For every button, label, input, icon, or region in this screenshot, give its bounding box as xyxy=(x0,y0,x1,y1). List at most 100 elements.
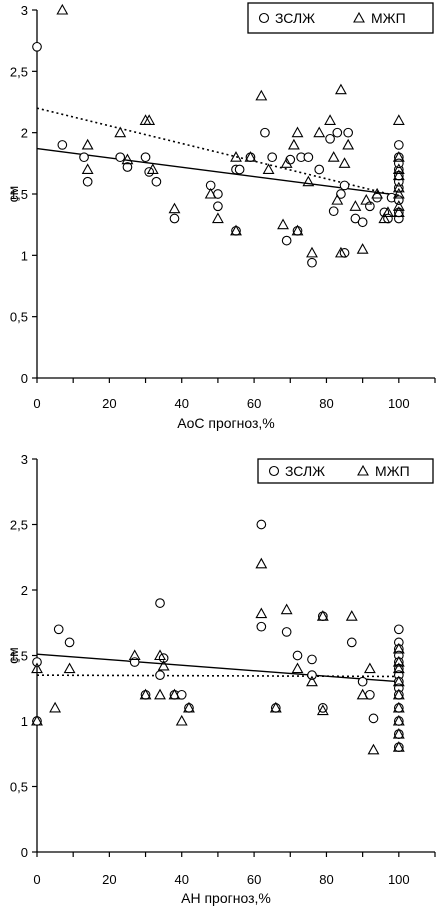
data-point-zslzh xyxy=(314,164,325,175)
y-tick-label: 1,5 xyxy=(10,187,28,202)
y-tick-label: 3 xyxy=(21,3,28,18)
data-point-mzhp xyxy=(392,688,405,700)
data-point-zslzh xyxy=(328,206,339,217)
data-point-mzhp xyxy=(392,662,405,674)
data-point-mzhp xyxy=(230,224,242,236)
data-point-zslzh xyxy=(303,152,314,163)
data-point-mzhp xyxy=(306,675,318,687)
data-point-mzhp xyxy=(157,659,170,671)
legend-label-mzhp: МЖП xyxy=(375,463,410,479)
data-point-zslzh xyxy=(393,140,404,150)
data-point-mzhp xyxy=(277,218,289,230)
data-point-mzhp xyxy=(211,212,224,224)
legend-triangle-icon xyxy=(353,11,365,23)
data-point-mzhp xyxy=(382,206,394,217)
data-point-mzhp xyxy=(154,688,166,700)
data-point-zslzh xyxy=(256,519,267,530)
data-point-mzhp xyxy=(31,662,43,674)
data-point-mzhp xyxy=(342,138,355,150)
data-point-mzhp xyxy=(255,607,268,619)
x-tick-label: 100 xyxy=(388,872,410,887)
data-point-mzhp xyxy=(338,157,351,168)
data-point-zslzh xyxy=(325,133,335,144)
legend: ЗСЛЖ МЖП xyxy=(257,458,434,484)
data-point-mzhp xyxy=(313,126,326,138)
data-point-zslzh xyxy=(32,657,42,667)
y-tick-label: 2 xyxy=(21,583,28,598)
data-point-mzhp xyxy=(175,714,188,726)
data-point-zslzh xyxy=(393,624,404,635)
data-point-mzhp xyxy=(356,243,369,254)
data-point-zslzh xyxy=(357,676,368,687)
data-point-zslzh xyxy=(169,213,180,224)
data-point-mzhp xyxy=(392,187,405,199)
data-point-mzhp xyxy=(327,151,340,162)
x-tick-label: 60 xyxy=(247,396,261,411)
y-axis-label: см xyxy=(5,647,21,664)
data-point-mzhp xyxy=(255,557,268,569)
data-point-mzhp xyxy=(183,701,195,713)
y-axis-label: см xyxy=(5,186,21,203)
data-point-mzhp xyxy=(378,212,391,224)
data-point-zslzh xyxy=(281,627,292,637)
data-point-zslzh xyxy=(393,195,404,205)
data-point-mzhp xyxy=(363,662,376,674)
data-point-mzhp xyxy=(392,114,405,125)
legend: ЗСЛЖ МЖП xyxy=(247,2,434,34)
data-point-mzhp xyxy=(392,206,405,217)
x-tick-label: 40 xyxy=(174,872,188,887)
data-point-mzhp xyxy=(81,163,94,175)
data-point-zslzh xyxy=(234,164,245,175)
y-tick-label: 2 xyxy=(21,126,28,141)
data-point-mzhp xyxy=(392,675,405,687)
data-point-mzhp xyxy=(255,89,268,101)
data-point-mzhp xyxy=(371,187,384,199)
data-point-zslzh xyxy=(307,257,317,268)
y-tick-label: 1,5 xyxy=(10,649,28,664)
legend-box xyxy=(257,458,434,484)
y-tick-label: 0,5 xyxy=(10,310,28,325)
data-point-mzhp xyxy=(280,603,293,615)
data-point-zslzh xyxy=(155,670,165,681)
x-tick-label: 60 xyxy=(247,872,261,887)
data-point-mzhp xyxy=(334,83,347,95)
data-point-zslzh xyxy=(115,152,126,163)
y-tick-label: 3 xyxy=(21,452,28,467)
data-point-mzhp xyxy=(356,688,369,700)
data-point-mzhp xyxy=(392,701,405,713)
trendline-mzhp xyxy=(36,107,400,198)
chart-aoc: 0 0,5 1 1,5 2 2,5 3 0 20 40 60 80 100 АоС прогноз,% см… xyxy=(5,2,436,431)
data-point-zslzh xyxy=(151,176,162,187)
data-point-mzhp xyxy=(262,163,275,175)
y-tick-label: 0 xyxy=(21,845,28,860)
data-point-mzhp xyxy=(392,727,405,739)
data-point-mzhp xyxy=(31,714,43,726)
chart-an: 0 0,5 1 1,5 2 2,5 3 0 20 40 60 80 100 АН прогноз,% см З… xyxy=(5,452,436,906)
data-point-zslzh xyxy=(365,201,375,212)
data-point-mzhp xyxy=(204,187,217,199)
data-point-zslzh xyxy=(79,152,89,163)
data-point-zslzh xyxy=(281,235,292,246)
data-point-mzhp xyxy=(392,655,405,667)
data-point-mzhp xyxy=(316,610,329,621)
data-point-mzhp xyxy=(49,701,62,713)
x-tick-label: 20 xyxy=(102,872,116,887)
x-tick-label: 20 xyxy=(102,396,116,411)
data-point-mzhp xyxy=(154,649,166,661)
trendline-zslzh xyxy=(36,653,399,683)
data-point-zslzh xyxy=(155,598,165,608)
data-point-zslzh xyxy=(307,654,317,665)
y-tick-label: 0 xyxy=(21,371,28,386)
data-point-mzhp xyxy=(334,246,347,258)
data-point-mzhp xyxy=(143,114,156,125)
x-tick-label: 80 xyxy=(319,396,333,411)
data-point-mzhp xyxy=(168,688,181,700)
legend-label-zslzh: ЗСЛЖ xyxy=(285,463,325,479)
y-tick-label: 2,5 xyxy=(10,64,28,79)
data-point-mzhp xyxy=(139,688,152,700)
data-point-zslzh xyxy=(292,650,303,661)
legend-circle-icon xyxy=(268,465,280,477)
data-point-zslzh xyxy=(32,41,42,52)
data-point-mzhp xyxy=(345,610,358,621)
